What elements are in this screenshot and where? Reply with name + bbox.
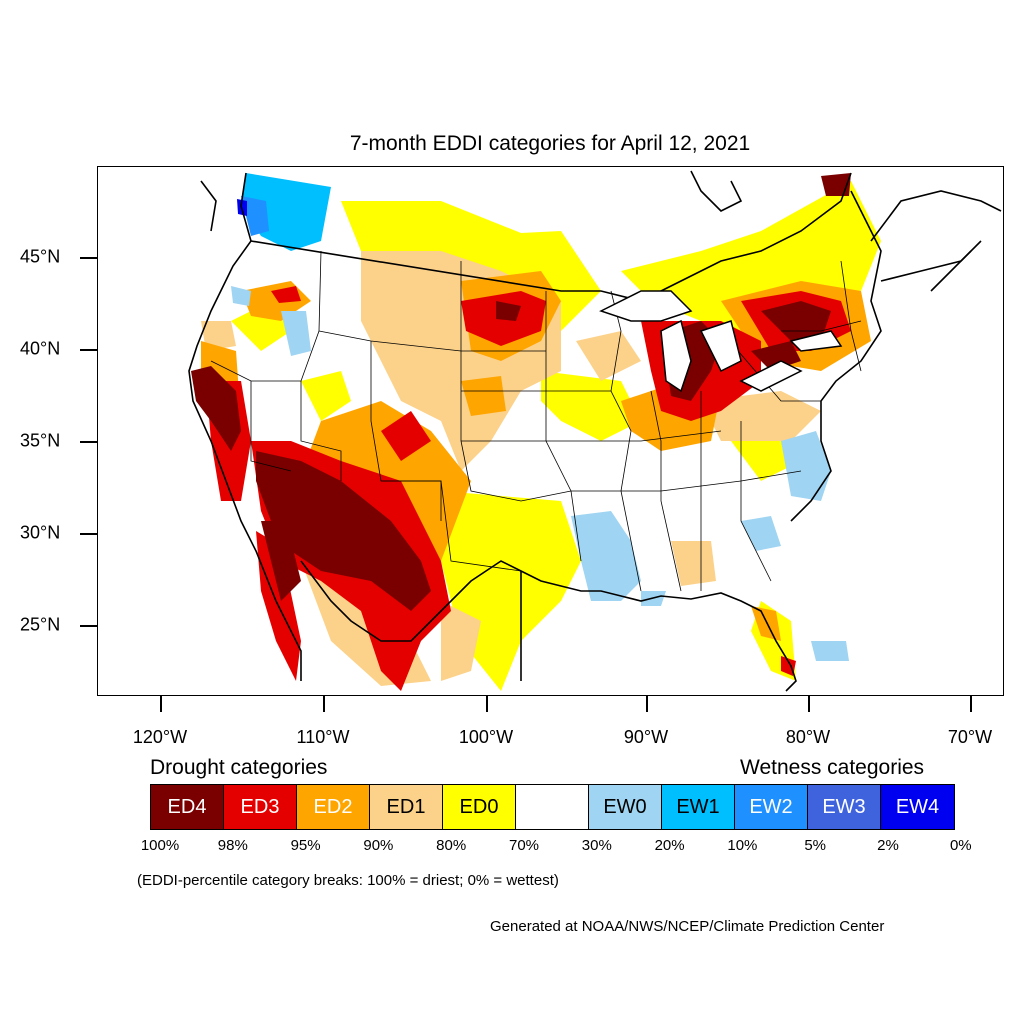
percent-break-label: 20% xyxy=(654,837,685,854)
state-borders xyxy=(210,250,862,592)
legend-box-ew3: EW3 xyxy=(808,785,881,829)
legend-box-ew1: EW1 xyxy=(662,785,735,829)
lon-label-100: 100°W xyxy=(458,727,514,747)
legend-box-ed2: ED2 xyxy=(297,785,370,829)
canada-coast xyxy=(200,170,1002,292)
legend-box-normal xyxy=(516,785,589,829)
legend-box-ew0: EW0 xyxy=(589,785,662,829)
lon-tick-90 xyxy=(646,696,648,712)
lat-tick-40 xyxy=(80,349,97,351)
lat-tick-45 xyxy=(80,257,97,259)
lat-tick-30 xyxy=(80,533,97,535)
legend-box-ed4: ED4 xyxy=(151,785,224,829)
lon-tick-120 xyxy=(160,696,162,712)
legend-box-ed0: ED0 xyxy=(443,785,516,829)
lon-tick-100 xyxy=(486,696,488,712)
lon-label-120: 120°W xyxy=(132,727,188,747)
legend-box-ew2: EW2 xyxy=(735,785,808,829)
lat-label-30: 30°N xyxy=(20,522,61,543)
map-panel xyxy=(97,166,1004,696)
great-lakes xyxy=(599,290,843,393)
ew-nw-regions xyxy=(237,173,331,251)
lon-label-110: 110°W xyxy=(296,727,350,747)
lon-tick-110 xyxy=(323,696,325,712)
credit-line: Generated at NOAA/NWS/NCEP/Climate Predi… xyxy=(490,918,885,935)
lat-tick-25 xyxy=(80,625,97,627)
us-outline xyxy=(188,172,302,681)
lon-label-90: 90°W xyxy=(623,727,669,747)
lon-tick-70 xyxy=(970,696,972,712)
lat-label-25: 25°N xyxy=(20,614,61,635)
percent-break-label: 10% xyxy=(727,837,758,854)
wetness-heading: Wetness categories xyxy=(740,756,925,779)
eddi-map xyxy=(188,170,1002,692)
ed4-regions xyxy=(191,173,851,611)
percent-break-label: 95% xyxy=(290,837,321,854)
category-note: (EDDI-percentile category breaks: 100% =… xyxy=(137,872,559,889)
legend-box-ed3: ED3 xyxy=(224,785,297,829)
legend-color-bar: ED4 ED3 ED2 ED1 ED0 EW0 EW1 EW2 EW3 EW4 xyxy=(150,784,955,830)
percent-break-label: 70% xyxy=(508,837,540,854)
map-title: 7-month EDDI categories for April 12, 20… xyxy=(349,132,751,155)
percent-break-label: 80% xyxy=(436,837,467,854)
percent-break-label: 0% xyxy=(949,837,972,854)
outlines xyxy=(188,172,882,692)
percent-break-label: 5% xyxy=(804,837,827,854)
percent-break-label: 100% xyxy=(140,837,180,854)
lon-label-80: 80°W xyxy=(785,727,831,747)
lat-label-35: 35°N xyxy=(20,430,61,451)
lat-label-45: 45°N xyxy=(20,246,61,267)
percent-break-label: 98% xyxy=(217,837,248,854)
percent-break-label: 30% xyxy=(581,837,612,854)
legend-box-ew4: EW4 xyxy=(881,785,954,829)
percent-break-label: 2% xyxy=(877,837,899,854)
legend-box-ed1: ED1 xyxy=(370,785,443,829)
drought-heading: Drought categories xyxy=(150,756,328,779)
lat-tick-35 xyxy=(80,441,97,443)
lon-label-70: 70°W xyxy=(947,727,993,747)
ew0-regions xyxy=(231,286,849,661)
percent-break-label: 90% xyxy=(363,837,394,854)
lon-tick-80 xyxy=(808,696,810,712)
lat-label-40: 40°N xyxy=(20,338,61,359)
